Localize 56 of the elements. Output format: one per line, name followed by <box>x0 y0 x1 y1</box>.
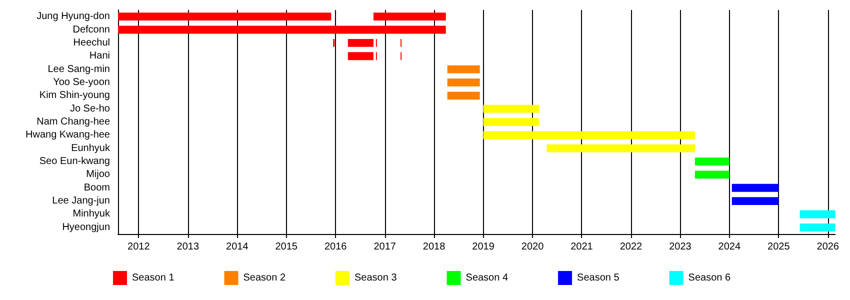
y-tick-label: Yoo Se-yoon <box>53 76 110 88</box>
y-tick-label: Eunhyuk <box>71 142 111 154</box>
bar <box>732 197 779 206</box>
y-tick-label: Kim Shin-young <box>39 90 110 102</box>
bar <box>694 158 730 166</box>
bar <box>483 118 539 126</box>
y-tick-label: Mijoo <box>86 169 110 180</box>
bar <box>694 170 730 179</box>
legend-label: Season 1 <box>132 272 175 284</box>
x-tick-label: 2023 <box>669 242 692 252</box>
x-tick-label: 2018 <box>422 242 446 252</box>
x-tick-label: 2019 <box>472 242 495 252</box>
legend-label: Season 5 <box>577 272 620 284</box>
y-tick-label: Nam Chang-hee <box>36 116 110 128</box>
x-tick-label: 2016 <box>324 242 348 252</box>
legend-label: Season 6 <box>688 272 731 284</box>
x-tick-label: 2014 <box>226 242 249 252</box>
legend-label: Season 3 <box>354 272 398 284</box>
bar <box>348 38 374 47</box>
bar <box>447 78 480 86</box>
y-tick-label: Hani <box>89 50 110 62</box>
bar <box>483 131 695 140</box>
bar <box>732 184 779 192</box>
x-tick-label: 2026 <box>816 242 840 252</box>
x-tick-label: 2024 <box>718 242 741 252</box>
bar <box>546 144 695 152</box>
bar <box>118 12 332 21</box>
bar <box>447 65 480 74</box>
y-tick-label: Boom <box>84 182 110 194</box>
y-tick-label: Heechul <box>73 37 110 48</box>
y-tick-label: Hwang Kwang-hee <box>26 130 110 141</box>
bar <box>348 52 374 60</box>
bar <box>800 223 836 232</box>
y-tick-label: Hyeongjun <box>62 222 110 233</box>
y-tick-label: Lee Jang-jun <box>52 196 110 207</box>
x-tick-label: 2017 <box>374 242 396 252</box>
y-tick-label: Seo Eun-kwang <box>39 156 110 168</box>
y-tick-label: Jung Hyung-don <box>36 11 110 22</box>
x-tick-label: 2015 <box>275 242 298 252</box>
legend-label: Season 4 <box>466 272 508 284</box>
x-tick-label: 2025 <box>768 242 790 252</box>
legend-label: Season 2 <box>243 272 286 284</box>
x-tick-label: 2020 <box>521 242 544 252</box>
bar <box>483 104 539 113</box>
y-tick-label: Defconn <box>72 24 110 36</box>
y-tick-label: Lee Sang-min <box>48 64 110 75</box>
bar <box>118 26 446 34</box>
y-tick-label: Minhyuk <box>72 208 111 220</box>
bar <box>800 210 836 218</box>
bar <box>373 12 446 21</box>
y-tick-label: Jo Se-ho <box>70 103 110 114</box>
bar <box>447 92 480 100</box>
x-tick-label: 2022 <box>620 242 643 252</box>
x-tick-label: 2013 <box>176 242 200 252</box>
x-tick-label: 2021 <box>570 242 594 252</box>
x-tick-label: 2012 <box>128 242 150 252</box>
